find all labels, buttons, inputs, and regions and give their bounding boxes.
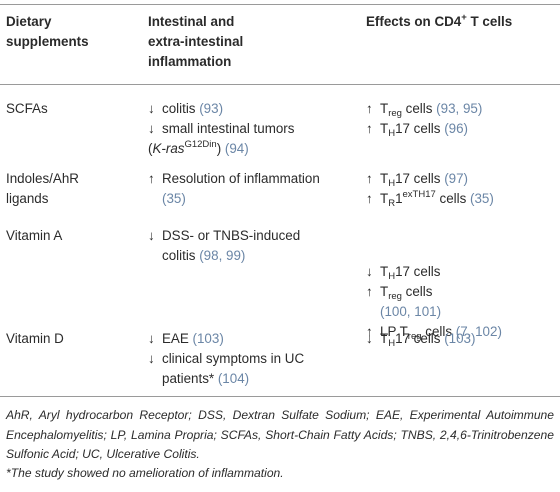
header-bottom-rule [0, 84, 560, 85]
row-vitamin-d-supplement: Vitamin D [6, 331, 64, 346]
table-bottom-rule [0, 396, 560, 397]
row-vitamin-a-supplement: Vitamin A [6, 228, 63, 243]
row-vitamin-a-effects: ↓ TH17 cells ↑ Treg cells (100, 101) ↑ LP T… [366, 264, 502, 342]
row-scfas-inflammation: ↓ colitis (93) ↓ small intestinal tumors (… [148, 101, 295, 156]
table-footnote-asterisk: *The study showed no amelioration of inf… [6, 466, 284, 480]
row-indoles-effects: ↑ TH17 cells (97) ↑ TR1exTH17 cells (35) [366, 171, 494, 209]
header-dietary-supplements: Dietary supplements [6, 14, 89, 49]
row-scfas-supplement: SCFAs [6, 101, 48, 116]
header-effects-cd4: Effects on CD4+ T cells [366, 12, 513, 29]
row-vitamin-d-effects: ↓ TH17 cells (103) [366, 331, 476, 349]
table-footnote-abbreviations: AhR, Aryl hydrocarbon Receptor; DSS, Dex… [6, 408, 554, 461]
row-vitamin-d-inflammation: ↓ EAE (103) ↓ clinical symptoms in UC pati… [148, 331, 305, 386]
row-indoles-supplement: Indoles/AhR ligands [6, 171, 79, 206]
table-top-rule [0, 4, 560, 5]
row-indoles-inflammation: ↑ Resolution of inflammation (35) [148, 171, 320, 206]
row-scfas-effects: ↑ Treg cells (93, 95) ↑ TH17 cells (96) [366, 101, 483, 139]
row-vitamin-a-inflammation: ↓ DSS- or TNBS-induced colitis (98, 99) [148, 228, 301, 263]
header-inflammation: Intestinal and extra-intestinal inflammati… [148, 14, 244, 69]
